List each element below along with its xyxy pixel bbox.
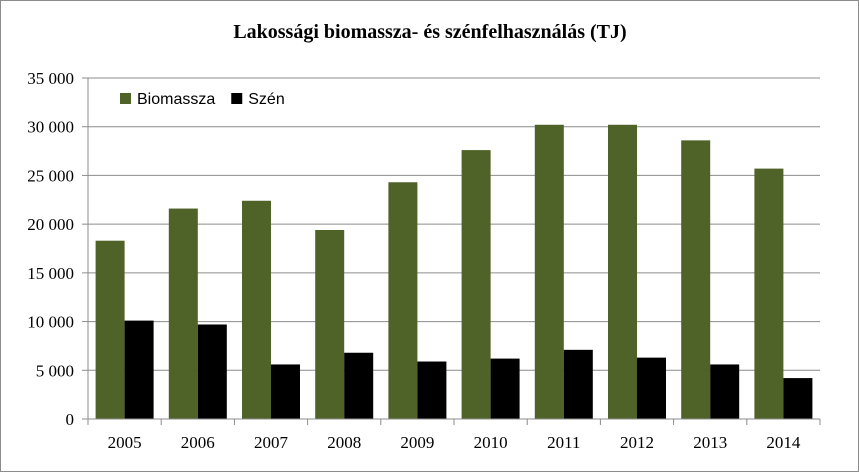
bar-sz-n-2006 — [197, 324, 227, 419]
y-tick-label: 15 000 — [27, 264, 74, 283]
legend: Biomassza Szén — [120, 91, 285, 108]
bar-biomassza-2009 — [388, 182, 418, 419]
y-tick-label: 20 000 — [27, 215, 74, 234]
bar-biomassza-2014 — [754, 168, 784, 419]
legend-swatch-sz-n — [231, 93, 243, 104]
legend-label: Biomassza — [137, 91, 215, 108]
x-tick-label: 2012 — [620, 433, 654, 452]
bar-biomassza-2008 — [315, 229, 345, 419]
x-tick-label: 2009 — [400, 433, 434, 452]
bar-sz-n-2011 — [563, 349, 593, 419]
x-tick-label: 2008 — [327, 433, 361, 452]
bar-sz-n-2010 — [490, 358, 520, 419]
bar-biomassza-2007 — [242, 200, 271, 419]
legend-swatch-biomassza — [120, 93, 131, 104]
bar-biomassza-2010 — [461, 150, 491, 419]
x-tick-label: 2014 — [766, 433, 801, 452]
y-tick-label: 25 000 — [27, 166, 74, 185]
x-tick-label: 2006 — [181, 433, 215, 452]
y-tick-label: 10 000 — [27, 313, 74, 332]
y-tick-label: 5 000 — [36, 361, 74, 380]
axes: 0 5 000 10 000 15 000 20 000 25 000 30 000 35 0… — [27, 69, 821, 452]
bar-sz-n-2008 — [344, 352, 374, 419]
y-tick-label: 0 — [66, 410, 75, 429]
x-tick-label: 2007 — [254, 433, 289, 452]
legend-label: Szén — [248, 91, 284, 108]
bar-biomassza-2013 — [681, 140, 711, 419]
bar-sz-n-2005 — [124, 320, 154, 419]
bar-sz-n-2007 — [271, 364, 300, 419]
bar-biomassza-2006 — [168, 208, 198, 419]
bar-sz-n-2014 — [783, 378, 813, 419]
x-tick-label: 2013 — [693, 433, 727, 452]
bar-sz-n-2013 — [710, 364, 740, 419]
y-tick-label: 30 000 — [27, 118, 74, 137]
bar-biomassza-2005 — [95, 240, 125, 419]
x-tick-label: 2005 — [108, 433, 142, 452]
chart-title: Lakossági biomassza- és szénfelhasználás… — [233, 21, 626, 43]
x-tick-label: 2011 — [547, 433, 580, 452]
bar-biomassza-2011 — [534, 124, 564, 419]
bar-sz-n-2012 — [637, 357, 666, 419]
bars — [95, 124, 813, 419]
bar-sz-n-2009 — [417, 361, 447, 419]
x-tick-label: 2010 — [474, 433, 508, 452]
bar-biomassza-2012 — [608, 124, 637, 419]
y-tick-label: 35 000 — [27, 69, 74, 88]
